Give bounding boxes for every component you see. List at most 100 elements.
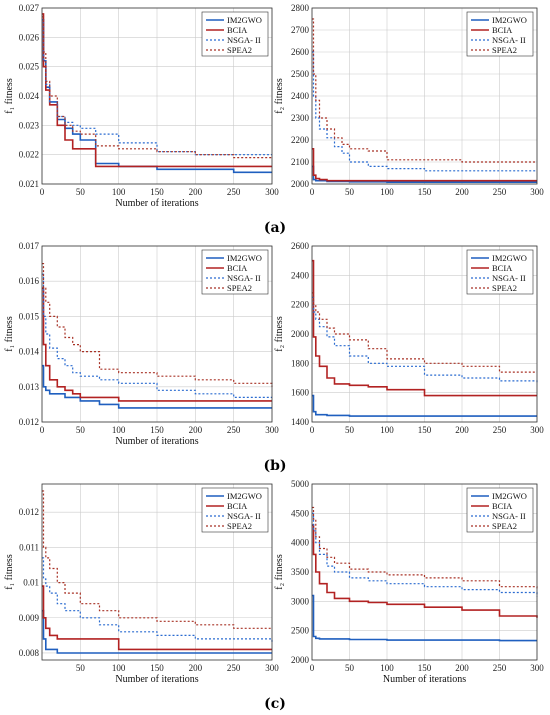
plot-frame (311, 245, 538, 423)
y-tick-label: 3500 (291, 567, 310, 577)
x-tick-label: 250 (493, 663, 507, 673)
x-tick-label: 300 (530, 187, 544, 197)
series-line-nsgaii (42, 19, 272, 156)
y-tick-label: 0.013 (19, 382, 40, 392)
legend-label: SPEA2 (492, 521, 517, 531)
x-tick-label: 200 (189, 663, 203, 673)
x-tick-label: 50 (76, 663, 86, 673)
plot-frame (41, 245, 273, 423)
y-tick-label: 2500 (291, 69, 310, 79)
x-tick-label: 150 (418, 187, 432, 197)
y-tick-label: 0.015 (19, 311, 40, 321)
legend-label: IM2GWO (227, 491, 262, 501)
x-axis-label: Number of iterations (115, 198, 198, 209)
x-tick-label: 0 (40, 425, 45, 435)
legend-label: SPEA2 (492, 283, 517, 293)
y-tick-label: 0.021 (19, 179, 39, 189)
x-tick-label: 0 (40, 187, 45, 197)
y-tick-label: 1800 (291, 358, 310, 368)
x-tick-label: 100 (380, 663, 394, 673)
x-tick-label: 150 (150, 187, 164, 197)
y-tick-label: 2000 (291, 329, 310, 339)
series-line-bcia (42, 287, 272, 402)
y-tick-label: 0.023 (19, 120, 40, 130)
legend-label: SPEA2 (227, 45, 252, 55)
x-tick-label: 50 (76, 425, 86, 435)
series-line-im2gwo (312, 594, 537, 642)
x-axis-label: Number of iterations (115, 436, 198, 447)
legend-box (201, 11, 269, 57)
x-tick-label: 100 (112, 187, 126, 197)
y-tick-label: 2300 (291, 113, 310, 123)
y-axis-label: f₁ fitness (4, 78, 15, 114)
y-tick-label: 0.017 (19, 241, 40, 251)
chart-panel-1: 2000 2100 2200 2300 2400 2500 2600 2700 2800 0 50 1… (274, 3, 544, 197)
plot-frame (41, 483, 273, 661)
x-tick-label: 150 (418, 663, 432, 673)
series-line-im2gwo (42, 364, 272, 409)
x-tick-label: 0 (310, 187, 315, 197)
y-tick-label: 0.011 (19, 542, 39, 552)
legend-label: IM2GWO (227, 15, 262, 25)
plot-frame (311, 7, 538, 185)
chart-panel-3: 1400 1600 1800 2000 2200 2400 2600 0 50 100 150 200… (274, 241, 544, 435)
x-tick-label: 50 (345, 187, 355, 197)
y-axis-label: f₁ fitness (4, 554, 15, 590)
chart-panel-5: 2000 2500 3000 3500 4000 4500 5000 0 50 100 150 200… (274, 479, 544, 685)
series-line-nsgaii (312, 512, 538, 597)
series-line-bcia (42, 585, 272, 651)
x-tick-label: 0 (310, 425, 315, 435)
y-tick-label: 0.027 (19, 3, 40, 13)
legend-label: SPEA2 (227, 521, 252, 531)
y-axis-label: f₁ fitness (4, 316, 15, 352)
legend-label: IM2GWO (227, 253, 262, 263)
legend-label: BCIA (492, 263, 513, 273)
series-line-spea2 (312, 18, 537, 163)
y-tick-label: 0.022 (19, 150, 39, 160)
plot-frame (41, 7, 273, 185)
y-axis-label: f₂ fitness (274, 554, 285, 590)
x-tick-label: 100 (380, 187, 394, 197)
y-tick-label: 2100 (291, 157, 310, 167)
series-line-spea2 (42, 263, 273, 387)
y-tick-label: 1600 (291, 388, 310, 398)
x-tick-label: 300 (265, 663, 279, 673)
x-tick-label: 300 (530, 425, 544, 435)
legend-label: SPEA2 (492, 45, 517, 55)
y-axis-label: f₂ fitness (274, 78, 285, 114)
x-axis-label: Number of iterations (115, 674, 198, 685)
plot-frame (311, 483, 538, 661)
y-tick-label: 2500 (291, 626, 310, 636)
y-tick-label: 2800 (291, 3, 310, 13)
x-tick-label: 100 (112, 663, 126, 673)
y-tick-label: 0.012 (19, 417, 39, 427)
x-tick-label: 300 (265, 425, 279, 435)
x-tick-label: 200 (455, 663, 469, 673)
legend-label: NSGA- II (227, 35, 261, 45)
chart-panel-2: 0.012 0.013 0.014 0.015 0.016 0.017 0 50 100 150 2… (4, 241, 279, 447)
y-tick-label: 2200 (291, 135, 310, 145)
series-line-im2gwo (312, 394, 537, 417)
panel-label-b: (b) (263, 458, 286, 474)
y-tick-label: 2000 (291, 655, 310, 665)
x-tick-label: 150 (150, 425, 164, 435)
x-tick-label: 250 (227, 187, 241, 197)
y-tick-label: 0.024 (19, 91, 40, 101)
y-tick-label: 0.008 (19, 648, 40, 658)
x-tick-label: 0 (310, 663, 315, 673)
series-line-nsgaii (312, 51, 537, 172)
y-tick-label: 0.025 (19, 62, 40, 72)
x-tick-label: 150 (418, 425, 432, 435)
legend-label: SPEA2 (227, 283, 252, 293)
y-tick-label: 3000 (291, 596, 310, 606)
x-tick-label: 200 (189, 425, 203, 435)
x-tick-label: 150 (150, 663, 164, 673)
legend-label: NSGA- II (227, 273, 261, 283)
x-tick-label: 50 (345, 425, 355, 435)
y-tick-label: 2600 (291, 241, 310, 251)
